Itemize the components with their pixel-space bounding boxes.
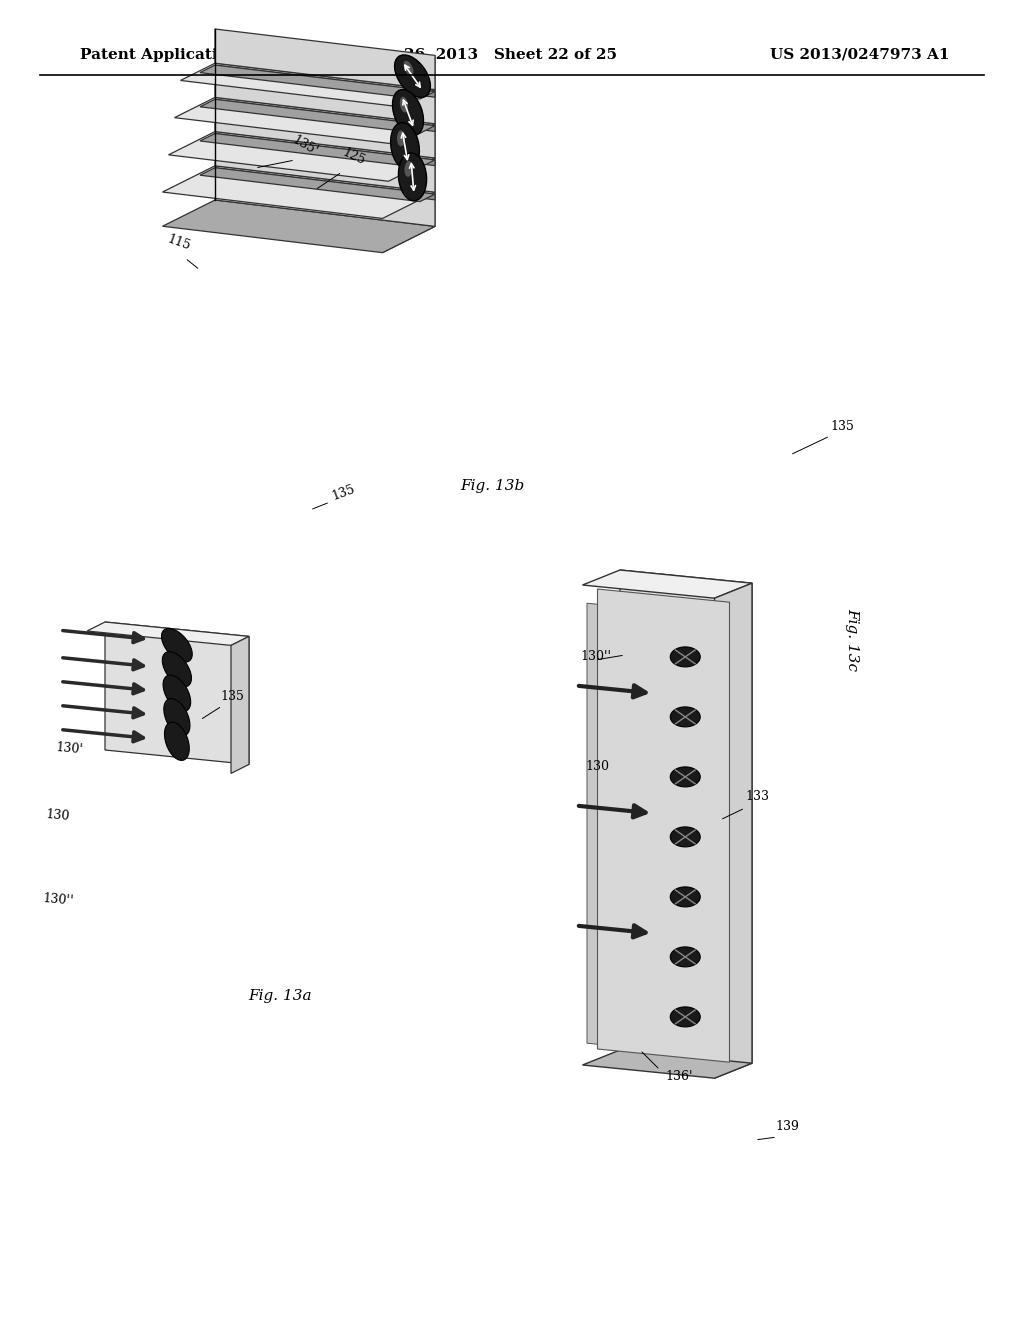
Ellipse shape bbox=[164, 698, 189, 737]
Polygon shape bbox=[200, 65, 435, 99]
Ellipse shape bbox=[671, 1007, 700, 1027]
Ellipse shape bbox=[392, 90, 424, 136]
Polygon shape bbox=[215, 132, 435, 193]
Text: 130'': 130'' bbox=[580, 649, 611, 663]
Ellipse shape bbox=[671, 767, 700, 787]
Polygon shape bbox=[163, 166, 435, 218]
Polygon shape bbox=[215, 29, 435, 90]
Ellipse shape bbox=[671, 826, 700, 847]
Ellipse shape bbox=[398, 153, 427, 201]
Polygon shape bbox=[200, 99, 435, 133]
Polygon shape bbox=[174, 98, 435, 144]
Ellipse shape bbox=[403, 61, 414, 75]
Polygon shape bbox=[215, 99, 435, 132]
Polygon shape bbox=[583, 570, 752, 598]
Polygon shape bbox=[383, 55, 435, 252]
Polygon shape bbox=[180, 63, 435, 107]
Text: Fig. 13c: Fig. 13c bbox=[845, 609, 859, 672]
Text: 130: 130 bbox=[585, 760, 609, 774]
Ellipse shape bbox=[671, 708, 700, 727]
Polygon shape bbox=[620, 570, 752, 1063]
Ellipse shape bbox=[397, 131, 406, 147]
Polygon shape bbox=[215, 98, 435, 158]
Text: US 2013/0247973 A1: US 2013/0247973 A1 bbox=[770, 48, 950, 62]
Text: 135: 135 bbox=[220, 690, 244, 704]
Ellipse shape bbox=[390, 123, 420, 170]
Ellipse shape bbox=[163, 675, 190, 711]
Polygon shape bbox=[597, 589, 729, 1063]
Text: 136': 136' bbox=[665, 1071, 692, 1082]
Text: 130: 130 bbox=[45, 808, 70, 822]
Text: 115: 115 bbox=[165, 232, 191, 253]
Polygon shape bbox=[215, 65, 435, 98]
Ellipse shape bbox=[165, 722, 189, 760]
Text: 125: 125 bbox=[340, 147, 367, 168]
Ellipse shape bbox=[404, 161, 413, 177]
Ellipse shape bbox=[399, 96, 409, 112]
Polygon shape bbox=[87, 622, 249, 645]
Polygon shape bbox=[215, 168, 435, 199]
Text: 130'': 130'' bbox=[42, 892, 74, 908]
Polygon shape bbox=[215, 63, 435, 124]
Polygon shape bbox=[587, 603, 719, 1056]
Text: 135': 135' bbox=[290, 133, 321, 158]
Polygon shape bbox=[200, 133, 435, 168]
Polygon shape bbox=[231, 636, 249, 774]
Ellipse shape bbox=[394, 55, 430, 98]
Text: Fig. 13b: Fig. 13b bbox=[460, 479, 524, 492]
Ellipse shape bbox=[162, 652, 191, 686]
Polygon shape bbox=[163, 201, 435, 252]
Polygon shape bbox=[105, 622, 249, 764]
Polygon shape bbox=[215, 166, 435, 227]
Text: 139: 139 bbox=[775, 1119, 799, 1133]
Ellipse shape bbox=[671, 887, 700, 907]
Polygon shape bbox=[715, 583, 752, 1078]
Text: Fig. 13a: Fig. 13a bbox=[248, 989, 311, 1003]
Text: 130': 130' bbox=[55, 741, 84, 756]
Polygon shape bbox=[583, 1049, 752, 1078]
Polygon shape bbox=[169, 132, 435, 181]
Text: Patent Application Publication: Patent Application Publication bbox=[80, 48, 342, 62]
Ellipse shape bbox=[162, 628, 193, 663]
Text: 133: 133 bbox=[745, 789, 769, 803]
Text: 135: 135 bbox=[830, 420, 854, 433]
Ellipse shape bbox=[671, 647, 700, 667]
Text: 135: 135 bbox=[330, 483, 357, 503]
Ellipse shape bbox=[671, 946, 700, 966]
Text: Sep. 26, 2013   Sheet 22 of 25: Sep. 26, 2013 Sheet 22 of 25 bbox=[362, 48, 617, 62]
Polygon shape bbox=[200, 168, 435, 202]
Polygon shape bbox=[215, 133, 435, 165]
